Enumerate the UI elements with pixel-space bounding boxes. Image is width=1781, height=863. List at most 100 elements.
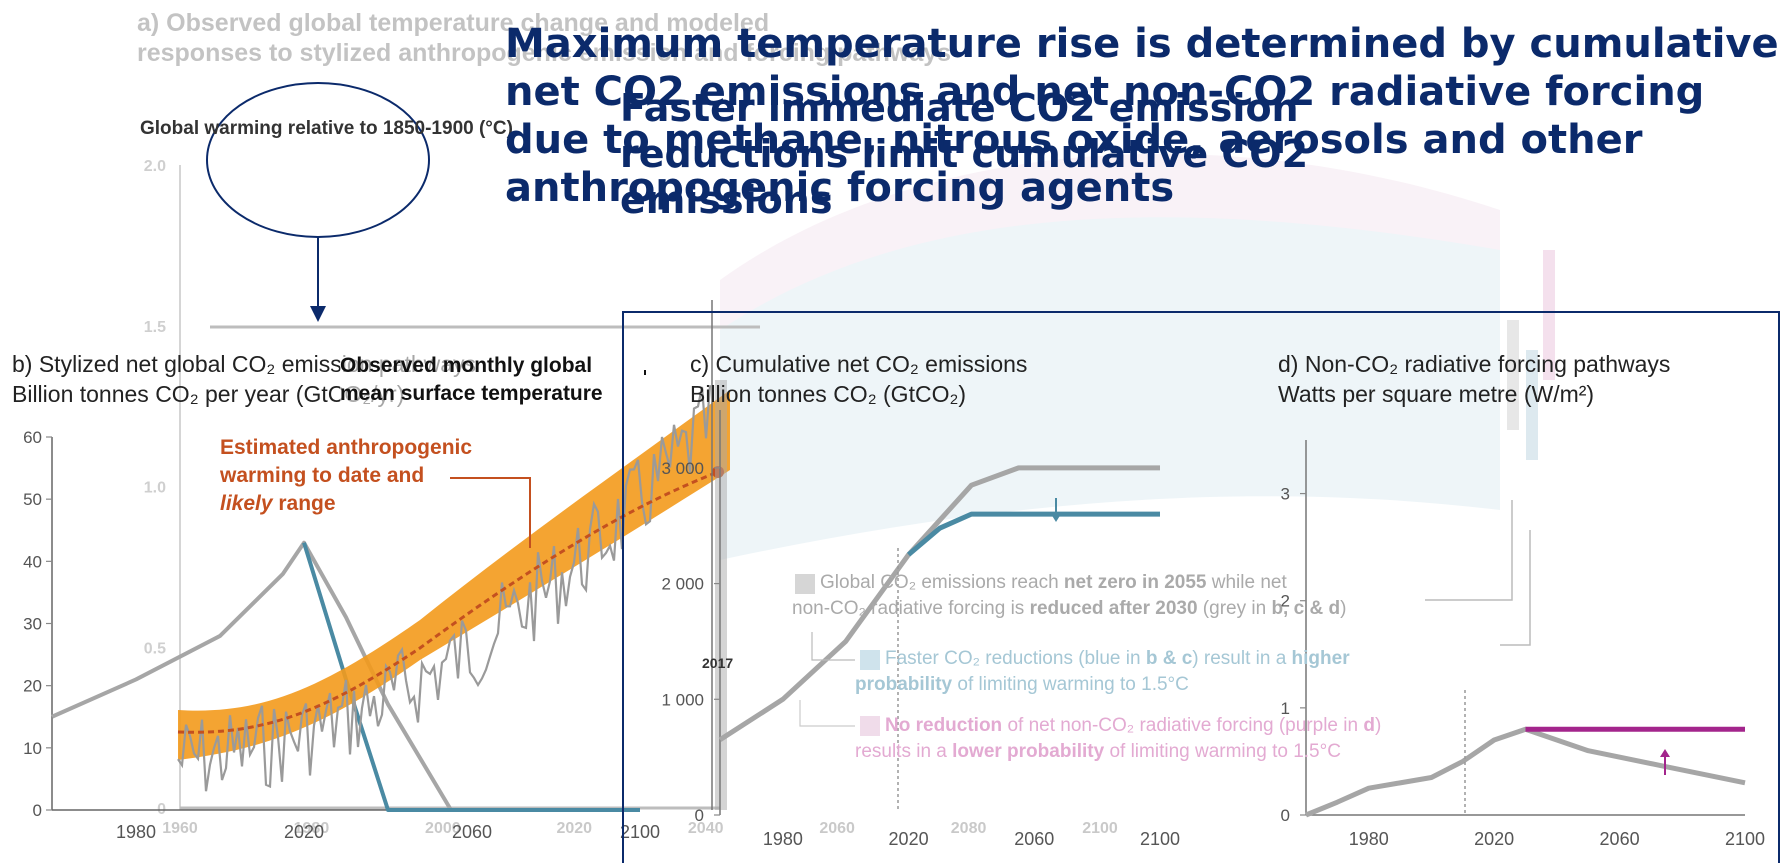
panel-a-y-tick-label: 2.0 <box>144 158 166 175</box>
legend-swatch-purple <box>860 716 880 736</box>
x-tick-label: 2060 <box>1600 829 1640 849</box>
highlight-arrow-head <box>310 306 326 322</box>
observed-label-line1: Observed monthly global <box>340 354 593 377</box>
x-tick-label: 1980 <box>763 829 803 849</box>
x-tick-label: 2100 <box>1725 829 1765 849</box>
legend-item-3: No reduction of net non-CO₂ radiative fo… <box>855 713 1381 765</box>
panel-a-boxplot-pink <box>1543 250 1555 380</box>
legend-item-2-line1: Faster CO₂ reductions (blue in b & c) re… <box>885 646 1350 672</box>
page-title: Maximum temperature rise is determined b… <box>505 21 1779 211</box>
panel-a-x-tick-label: 1980 <box>294 820 330 837</box>
y-tick-label: 2 <box>1281 592 1290 611</box>
legend-item-3-line1: No reduction of net non-CO₂ radiative fo… <box>885 713 1381 739</box>
observed-monthly-line <box>177 385 712 792</box>
y-tick-label: 0 <box>695 806 704 825</box>
legend-item-2: Faster CO₂ reductions (blue in b & c) re… <box>855 646 1350 698</box>
legend-3a: No reduction <box>885 715 1003 736</box>
panel-d-connector-1 <box>1425 500 1513 601</box>
legend-2f: of limiting warming to 1.5°C <box>952 674 1189 695</box>
panel-d-title-line1: d) Non-CO₂ radiative forcing pathways <box>1278 351 1671 377</box>
panel-a-background: 2.01.51.00.50 19601980200020202040206020… <box>144 153 1555 837</box>
panel-a-x-tick-label: 2020 <box>556 820 592 837</box>
panel-a-title-line2: responses to stylized anthropogenic emis… <box>137 39 952 67</box>
legend-connector-1 <box>811 632 855 661</box>
observed-label: Observed monthly global mean surface tem… <box>340 352 603 408</box>
y-tick-label: 30 <box>23 615 42 634</box>
legend-3d: ) <box>1374 715 1382 736</box>
legend-2c: ) result in a <box>1192 648 1292 669</box>
anthro-likely-range <box>178 390 730 760</box>
year-2017-band <box>715 380 727 810</box>
observed-label-line2: mean surface temperature <box>340 382 603 405</box>
panel-a-boxplot-blue <box>1526 350 1538 460</box>
y-tick-label: 60 <box>23 428 42 447</box>
panel-c-title-line1: c) Cumulative net CO₂ emissions <box>690 351 1028 377</box>
panel-d-connector-2 <box>1500 530 1531 646</box>
panel-a-boxplot-grey <box>1507 320 1519 430</box>
series-line-blue <box>302 542 640 812</box>
panel-a-title: a) Observed global temperature change an… <box>137 8 951 68</box>
x-tick-label: 2100 <box>1140 829 1180 849</box>
y-tick-label: 0 <box>1281 806 1290 825</box>
y-tick-label: 1 <box>1281 699 1290 718</box>
legend-swatch-blue <box>860 650 880 670</box>
panel-d-title-line2: Watts per square metre (W/m²) <box>1278 381 1595 407</box>
legend-item-1-line2: non-CO₂ radiative forcing is reduced aft… <box>792 596 1346 622</box>
panel-a-x-tick-label: 2040 <box>688 820 724 837</box>
x-tick-label: 2020 <box>284 822 324 842</box>
panel-d-arrow-head <box>1660 749 1670 757</box>
legend-connector-2 <box>799 700 855 727</box>
x-tick-label: 1980 <box>116 822 156 842</box>
legend-1c: while net <box>1206 572 1287 593</box>
panel-a-foreground <box>177 300 730 810</box>
panel-d-x-ticks: 1980 2020 2060 2100 <box>1349 829 1765 849</box>
legend-3g: of limiting warming to 1.5°C <box>1104 741 1341 762</box>
anthro-label: Estimated anthropogenic warming to date … <box>220 434 472 518</box>
panel-c-title: c) Cumulative net CO₂ emissions Billion … <box>690 349 1027 409</box>
panel-a-y-tick-label: 0.5 <box>144 640 166 657</box>
x-tick-label: 2060 <box>452 822 492 842</box>
legend-2e: probability <box>855 674 953 695</box>
legend-2d: higher <box>1291 648 1350 669</box>
panel-c-title-line2: Billion tonnes CO₂ (GtCO₂) <box>690 381 967 407</box>
anthro-label-line3: likely range <box>220 490 472 518</box>
legend-swatch-grey <box>795 574 815 594</box>
panel-a-y-tick-label: 1.5 <box>144 319 166 336</box>
x-tick-label: 2060 <box>1014 829 1054 849</box>
anthro-central-line <box>177 470 719 734</box>
legend-1e: reduced after 2030 <box>1029 598 1198 619</box>
panel-a-x-tick-label: 2080 <box>951 820 987 837</box>
year-2017-label: 2017 <box>702 655 734 671</box>
legend-3e: results in a <box>855 741 953 762</box>
panel-c-series <box>718 465 1160 742</box>
legend-item-2-line2: probability of limiting warming to 1.5°C <box>855 672 1350 698</box>
x-tick-label: 2020 <box>889 829 929 849</box>
x-tick-label: 2020 <box>1474 829 1514 849</box>
series-line-blue <box>906 511 1160 557</box>
page-subtitle: Faster immediate CO2 emission reductions… <box>620 86 1309 222</box>
legend-1b: net zero in 2055 <box>1063 572 1207 593</box>
panel-d-y-ticks: 3 2 1 0 <box>1281 485 1306 825</box>
y-tick-label: 3 <box>1281 485 1290 504</box>
y-tick-label: 1 000 <box>661 690 704 709</box>
panel-cd-frame <box>622 311 1780 863</box>
y-tick-label: 10 <box>23 739 42 758</box>
panel-c-y-ticks: 3 000 2 000 1 000 0 <box>661 459 720 825</box>
y-tick-label: 40 <box>23 552 42 571</box>
panel-a-x-tick-label: 1960 <box>162 820 198 837</box>
panel-b-series <box>51 540 640 812</box>
panel-d: 3 2 1 0 1980 2020 2060 2100 <box>1281 440 1765 849</box>
plume-pink <box>720 153 1500 480</box>
y-tick-label: 2 000 <box>661 575 704 594</box>
panel-a-y-tick-label: 1.0 <box>144 480 166 497</box>
x-tick-label: 2100 <box>620 822 660 842</box>
panel-a-x-tick-label: 2100 <box>1082 820 1118 837</box>
panel-d-series <box>1305 726 1746 818</box>
panel-c-x-ticks: 1980 2020 2060 2100 <box>763 829 1180 849</box>
highlight-circle <box>206 82 430 238</box>
legend-item-1-line1: Global CO₂ emissions reach net zero in 2… <box>820 570 1346 596</box>
legend-1g: b, c & d <box>1271 598 1341 619</box>
anthro-label-line1: Estimated anthropogenic <box>220 436 473 459</box>
panel-a-x-tick-label: 2000 <box>425 820 461 837</box>
